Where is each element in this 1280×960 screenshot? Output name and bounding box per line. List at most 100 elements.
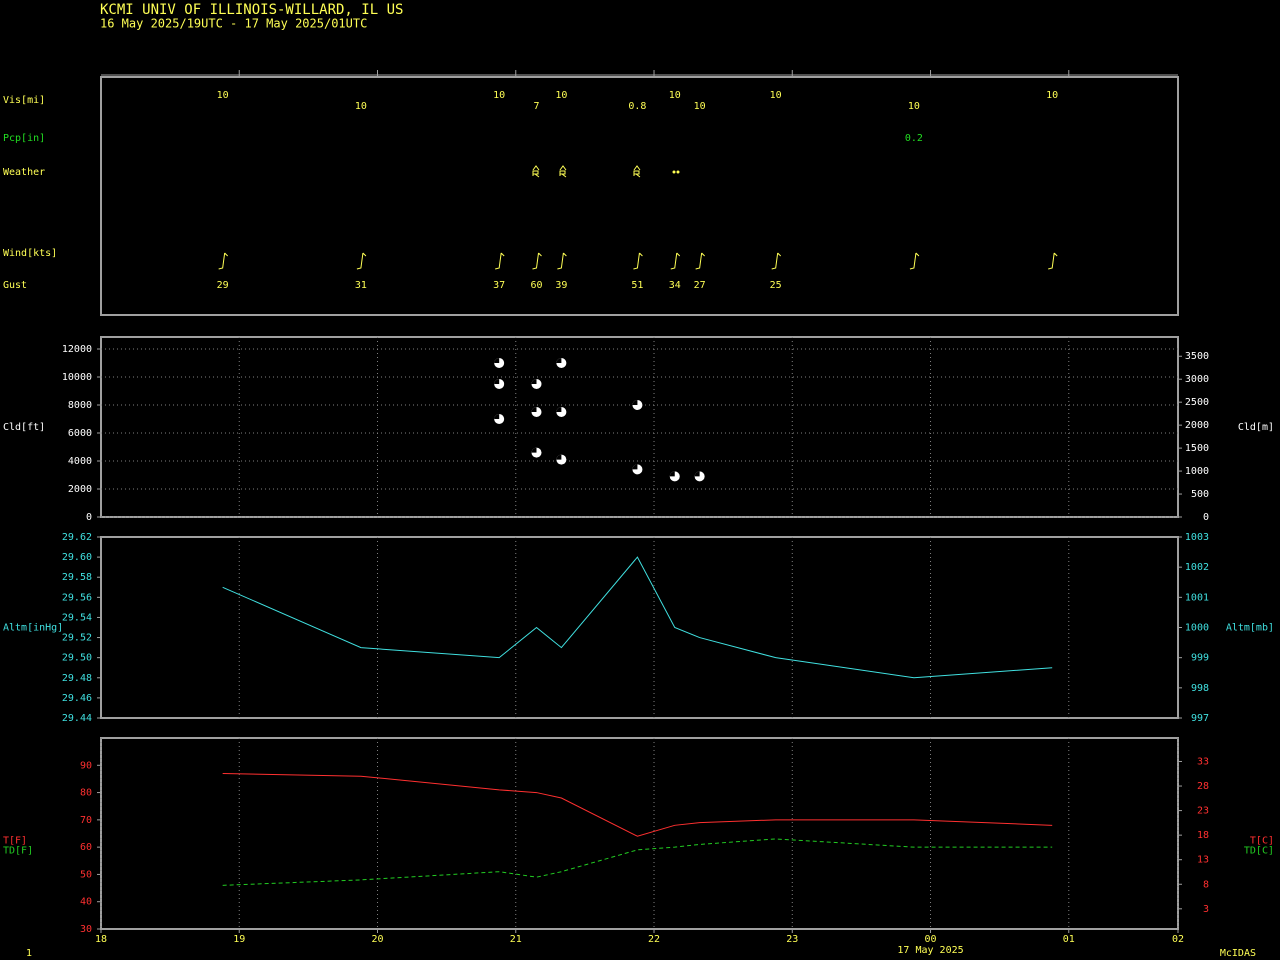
y2-tick-label: 3 (1203, 904, 1209, 915)
visibility-value: 7 (533, 101, 539, 112)
y2-tick-label: 8 (1203, 879, 1209, 890)
x-tick-label: 22 (648, 934, 660, 945)
y-tick-label: 80 (80, 788, 92, 799)
thunderstorm-symbol (559, 165, 567, 178)
y-tick-label: 0 (86, 512, 92, 523)
y-tick-label: 29.44 (62, 713, 92, 724)
panel-frame (100, 336, 1179, 518)
wind-barb (532, 252, 542, 270)
wind-barb (557, 252, 567, 270)
y2-tick-label: 1002 (1185, 562, 1209, 573)
series-label: T[F] (3, 836, 27, 847)
y2-axis-label: Altm[mb] (1226, 623, 1274, 634)
visibility-value: 0.8 (628, 101, 646, 112)
cloud-cover-shade (632, 464, 638, 470)
x-tick-label: 23 (786, 934, 798, 945)
thunderstorm-symbol (532, 165, 540, 178)
y-tick-label: 29.50 (62, 653, 92, 664)
gust-value: 51 (631, 280, 643, 291)
wind-barb (670, 252, 681, 270)
weather-symbols (532, 165, 680, 178)
panel-frame (100, 536, 1179, 719)
y2-tick-label: 0 (1203, 512, 1209, 523)
wind-barb (909, 252, 920, 270)
cloud-cover-shade (494, 378, 500, 384)
row-label: Wind[kts] (3, 248, 57, 259)
subtitle: 16 May 2025/19UTC - 17 May 2025/01UTC (100, 17, 367, 31)
y2-tick-label: 999 (1191, 653, 1209, 664)
visibility-value: 10 (493, 90, 505, 101)
x-tick-label: 00 (925, 934, 937, 945)
y-tick-label: 90 (80, 760, 92, 771)
series-line (222, 556, 1053, 679)
y-tick-label: 29.60 (62, 552, 92, 563)
date-annotation: 17 May 2025 (897, 945, 963, 956)
panel-frame (100, 737, 1179, 930)
wind-barb (1048, 252, 1058, 270)
series-label-right: T[C] (1250, 836, 1274, 847)
cloud-cover-shade (531, 378, 537, 384)
thunderstorm-symbol (633, 165, 641, 178)
wind-barb (356, 252, 367, 270)
y2-tick-label: 1000 (1185, 466, 1209, 477)
y2-tick-label: 500 (1191, 489, 1209, 500)
y-tick-label: 8000 (68, 400, 92, 411)
panel-frame (100, 76, 1179, 316)
row-label: Vis[mi] (3, 95, 45, 106)
y2-tick-label: 1001 (1185, 592, 1209, 603)
gust-value: 60 (530, 280, 542, 291)
gust-value: 25 (770, 280, 782, 291)
gust-value: 34 (669, 280, 681, 291)
visibility-value: 10 (555, 90, 567, 101)
wind-barb (218, 252, 229, 270)
gust-value: 37 (493, 280, 505, 291)
series-line (222, 838, 1053, 886)
cloud-cover-shade (531, 447, 537, 453)
visibility-value: 10 (1046, 90, 1058, 101)
series-label-right: TD[C] (1244, 846, 1274, 857)
y-tick-label: 40 (80, 897, 92, 908)
cloud-cover-shade (669, 471, 675, 477)
y-tick-label: 10000 (62, 372, 92, 383)
gust-value: 39 (555, 280, 567, 291)
wind-barb (771, 252, 782, 270)
y2-tick-label: 3500 (1185, 351, 1209, 362)
y-tick-label: 30 (80, 924, 92, 935)
y2-tick-label: 23 (1197, 806, 1209, 817)
visibility-value: 10 (669, 90, 681, 101)
y-tick-label: 29.54 (62, 612, 92, 623)
y-tick-label: 50 (80, 869, 92, 880)
rain-dot (676, 170, 680, 174)
y2-tick-label: 28 (1197, 781, 1209, 792)
y2-tick-label: 18 (1197, 830, 1209, 841)
y2-axis-label: Cld[m] (1238, 422, 1274, 433)
y2-tick-label: 1500 (1185, 443, 1209, 454)
gust-value: 29 (217, 280, 229, 291)
x-tick-label: 19 (233, 934, 245, 945)
y-tick-label: 29.48 (62, 673, 92, 684)
y-axis-label: Cld[ft] (3, 422, 45, 433)
visibility-value: 10 (908, 101, 920, 112)
y-tick-label: 60 (80, 842, 92, 853)
cloud-cover-shade (632, 399, 638, 405)
y2-tick-label: 3000 (1185, 374, 1209, 385)
visibility-value: 10 (355, 101, 367, 112)
y-tick-label: 29.56 (62, 592, 92, 603)
y2-tick-label: 998 (1191, 683, 1209, 694)
gust-value: 31 (355, 280, 367, 291)
row-label: Weather (3, 167, 45, 178)
software-label: McIDAS (1220, 948, 1256, 959)
y-tick-label: 29.58 (62, 572, 92, 583)
series-line (222, 772, 1053, 837)
y-tick-label: 6000 (68, 428, 92, 439)
x-tick-label: 01 (1063, 934, 1075, 945)
y2-tick-label: 13 (1197, 855, 1209, 866)
row-label: Pcp[in] (3, 133, 45, 144)
y2-tick-label: 997 (1191, 713, 1209, 724)
y-tick-label: 29.46 (62, 693, 92, 704)
cloud-cover-shade (556, 406, 562, 412)
x-tick-label: 02 (1172, 934, 1184, 945)
gust-value: 27 (694, 280, 706, 291)
series-label: TD[F] (3, 846, 33, 857)
